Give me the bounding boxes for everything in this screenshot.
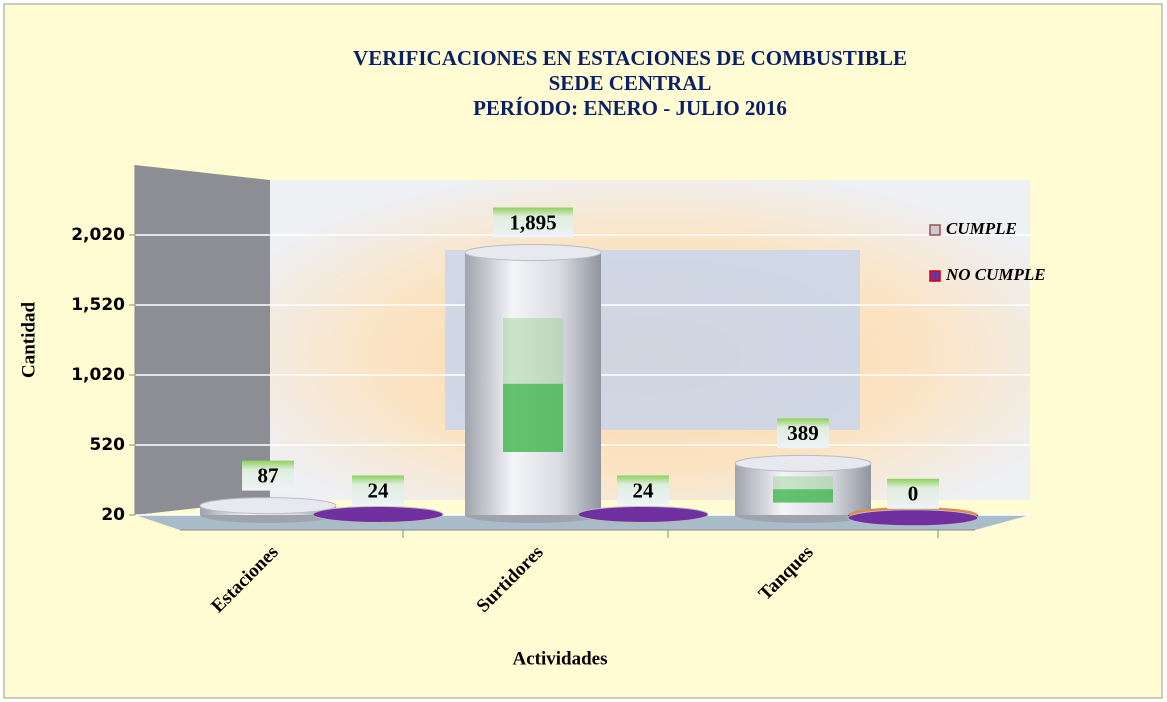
bar-top xyxy=(312,505,444,523)
y-tick-label: 20 xyxy=(101,505,125,525)
bar-highlight xyxy=(773,489,833,503)
chart-title: PERÍODO: ENERO - JULIO 2016 xyxy=(473,96,787,120)
data-label: 1,895 xyxy=(493,207,573,238)
data-label: 389 xyxy=(777,418,829,449)
data-label: 87 xyxy=(242,460,294,491)
legend-label: CUMPLE xyxy=(946,219,1017,238)
bar-top xyxy=(734,454,872,472)
data-label-text: 389 xyxy=(787,421,819,445)
data-label-box xyxy=(352,475,404,506)
side-wall xyxy=(135,165,270,515)
data-label-box xyxy=(617,475,669,506)
bar-top xyxy=(464,244,602,261)
legend-swatch xyxy=(929,270,941,282)
bar-top xyxy=(199,497,337,515)
data-label-text: 0 xyxy=(908,482,919,506)
y-axis-label: Cantidad xyxy=(18,302,39,378)
data-label-box xyxy=(493,207,573,238)
bar-top xyxy=(577,505,709,523)
chart-title: VERIFICACIONES EN ESTACIONES DE COMBUSTI… xyxy=(353,46,907,70)
bar-highlight xyxy=(503,383,563,452)
data-label-text: 1,895 xyxy=(509,210,556,234)
bar-top xyxy=(847,509,979,527)
x-axis-label: Actividades xyxy=(513,648,608,669)
legend-label: NO CUMPLE xyxy=(945,265,1046,284)
chart-title: SEDE CENTRAL xyxy=(549,71,712,95)
data-label-text: 24 xyxy=(633,478,655,502)
data-label-text: 87 xyxy=(258,463,279,487)
y-tick-label: 1,020 xyxy=(71,365,125,385)
data-label-box xyxy=(242,460,294,491)
bar-highlight xyxy=(773,476,833,490)
data-label: 24 xyxy=(617,475,669,506)
data-label-box xyxy=(777,418,829,449)
y-tick-label: 520 xyxy=(90,435,126,455)
data-label-box xyxy=(887,478,939,509)
legend-swatch xyxy=(929,224,941,236)
bar-highlight xyxy=(503,318,563,384)
y-tick-label: 1,520 xyxy=(71,295,125,315)
data-label: 0 xyxy=(887,478,939,509)
y-tick-label: 2,020 xyxy=(71,225,125,245)
data-label: 24 xyxy=(352,475,404,506)
data-label-text: 24 xyxy=(368,478,390,502)
